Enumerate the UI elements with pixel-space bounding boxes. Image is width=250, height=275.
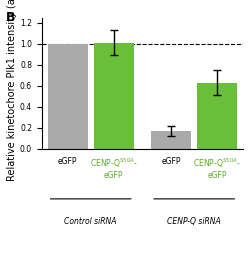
Text: CENP-Q siRNA: CENP-Q siRNA [167, 217, 221, 226]
Bar [94, 43, 134, 149]
Bar [48, 44, 88, 149]
Y-axis label: Relative kinetochore Plk1 intensity (a.u): Relative kinetochore Plk1 intensity (a.u… [7, 0, 17, 181]
Bar [151, 131, 191, 149]
Bar [197, 83, 237, 149]
Text: B: B [6, 11, 15, 24]
Text: Control siRNA: Control siRNA [64, 217, 117, 226]
